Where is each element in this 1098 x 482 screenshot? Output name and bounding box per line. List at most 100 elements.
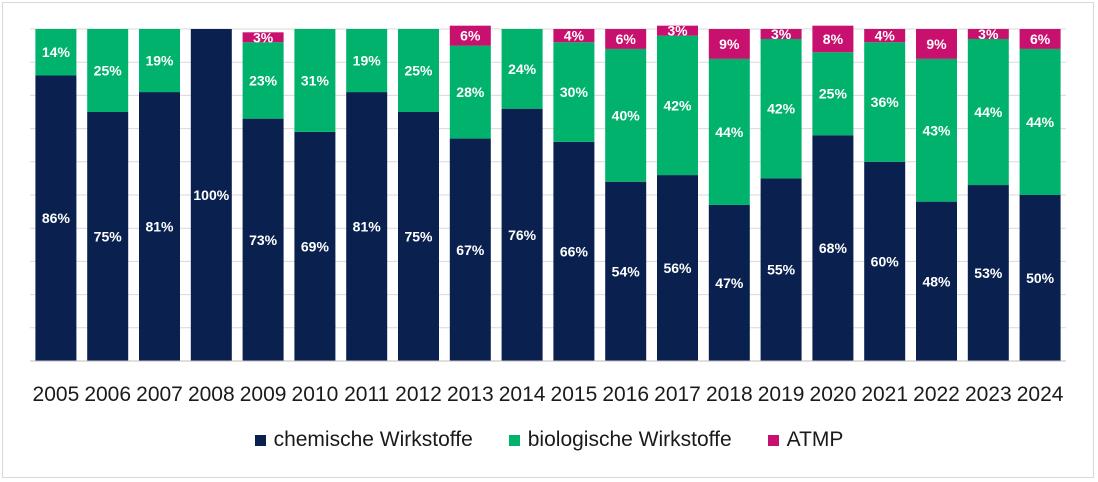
data-label: 75% — [404, 229, 433, 245]
x-tick-label: 2011 — [344, 383, 389, 406]
bar-2005-chemische-wirkstoffe — [35, 75, 77, 361]
data-label: 4% — [564, 28, 585, 44]
data-label: 47% — [715, 275, 744, 291]
x-tick-label: 2015 — [551, 383, 598, 406]
bar-2016-atmp — [605, 29, 647, 49]
bar-2015-atmp — [553, 29, 595, 43]
bar-2024-biologische-wirkstoffe — [1019, 48, 1061, 195]
bar-2020-chemische-wirkstoffe — [812, 135, 854, 361]
data-label: 73% — [249, 232, 278, 248]
x-tick-label: 2007 — [136, 383, 183, 406]
data-label: 69% — [301, 238, 330, 254]
x-tick-label: 2009 — [240, 383, 287, 406]
bar-2021-chemische-wirkstoffe — [864, 161, 906, 361]
bar-2012-biologische-wirkstoffe — [398, 29, 439, 112]
data-label: 44% — [974, 104, 1003, 120]
legend-item: ATMP — [767, 428, 844, 452]
bar-2021-biologische-wirkstoffe — [864, 42, 906, 162]
x-tick-label: 2020 — [810, 383, 857, 406]
data-label: 44% — [715, 124, 744, 140]
data-label: 36% — [871, 94, 900, 110]
data-label: 43% — [922, 122, 951, 138]
data-label: 25% — [819, 86, 848, 102]
bar-2021-atmp — [864, 29, 906, 43]
bar-2022-atmp — [916, 29, 957, 59]
x-tick-label: 2014 — [499, 383, 546, 406]
bar-2020-atmp — [812, 25, 854, 53]
data-label: 55% — [767, 262, 796, 278]
bar-2006-biologische-wirkstoffe — [87, 29, 129, 112]
bar-2020-biologische-wirkstoffe — [812, 52, 854, 136]
bar-2018-atmp — [708, 29, 750, 59]
data-label: 44% — [1026, 114, 1055, 130]
bar-2024-chemische-wirkstoffe — [1019, 195, 1061, 361]
bar-2009-biologische-wirkstoffe — [242, 42, 284, 119]
data-label: 81% — [145, 219, 174, 235]
bar-2007-chemische-wirkstoffe — [139, 92, 180, 361]
data-label: 30% — [560, 84, 589, 100]
x-tick-label: 2006 — [84, 383, 131, 406]
data-label: 6% — [1030, 31, 1051, 47]
bar-2013-chemische-wirkstoffe — [449, 138, 491, 361]
data-label: 3% — [667, 23, 688, 39]
legend-item: biologische Wirkstoffe — [508, 428, 732, 452]
legend-item: chemische Wirkstoffe — [254, 428, 473, 452]
bar-2018-biologische-wirkstoffe — [708, 58, 750, 205]
bar-2017-chemische-wirkstoffe — [657, 175, 698, 361]
legend-swatch — [767, 434, 779, 446]
data-label: 67% — [456, 242, 485, 258]
bar-2010-chemische-wirkstoffe — [294, 131, 336, 361]
bar-2017-biologische-wirkstoffe — [657, 35, 698, 176]
bar-2023-chemische-wirkstoffe — [967, 185, 1009, 361]
bar-2013-atmp — [449, 25, 491, 46]
data-label: 68% — [819, 240, 848, 256]
legend-swatch — [254, 434, 266, 446]
bar-2024-atmp — [1019, 29, 1061, 49]
data-label: 66% — [560, 243, 589, 259]
data-label: 53% — [974, 265, 1003, 281]
bar-2018-chemische-wirkstoffe — [708, 204, 750, 361]
data-label: 28% — [456, 84, 485, 100]
bar-2009-atmp — [242, 32, 284, 43]
data-label: 4% — [875, 28, 896, 44]
bar-2023-biologische-wirkstoffe — [967, 38, 1009, 186]
x-tick-label: 2012 — [395, 383, 442, 406]
bar-2009-chemische-wirkstoffe — [242, 118, 284, 361]
data-label: 81% — [353, 219, 382, 235]
data-label: 40% — [612, 107, 641, 123]
x-tick-label: 2021 — [861, 383, 908, 406]
data-label: 19% — [145, 53, 174, 69]
legend-label: ATMP — [786, 428, 844, 451]
data-label: 76% — [508, 227, 537, 243]
bar-2006-chemische-wirkstoffe — [87, 112, 129, 361]
bar-2022-chemische-wirkstoffe — [916, 201, 957, 361]
bar-2017-atmp — [657, 25, 698, 36]
bar-2008-chemische-wirkstoffe — [190, 29, 232, 361]
bar-2014-chemische-wirkstoffe — [501, 108, 543, 362]
bar-2022-biologische-wirkstoffe — [916, 58, 957, 202]
data-label: 3% — [978, 26, 999, 42]
bar-2015-biologische-wirkstoffe — [553, 42, 595, 142]
data-label: 19% — [353, 53, 382, 69]
x-tick-label: 2023 — [965, 383, 1012, 406]
data-label: 31% — [301, 72, 330, 88]
data-label: 6% — [460, 28, 481, 44]
data-label: 50% — [1026, 270, 1055, 286]
bar-2016-biologische-wirkstoffe — [605, 48, 647, 182]
bar-2005-biologische-wirkstoffe — [35, 29, 77, 76]
data-label: 23% — [249, 72, 278, 88]
legend: chemische Wirkstoffe biologische Wirkstof… — [0, 428, 1098, 452]
data-label: 3% — [771, 26, 792, 42]
data-label: 60% — [871, 253, 900, 269]
data-label: 48% — [922, 273, 951, 289]
data-label: 56% — [663, 260, 692, 276]
x-tick-label: 2017 — [654, 383, 701, 406]
bar-2012-chemische-wirkstoffe — [398, 112, 439, 361]
data-label: 100% — [193, 187, 229, 203]
bar-2010-biologische-wirkstoffe — [294, 29, 336, 132]
data-label: 25% — [404, 63, 433, 79]
x-tick-label: 2008 — [188, 383, 235, 406]
bar-2023-atmp — [967, 29, 1009, 39]
